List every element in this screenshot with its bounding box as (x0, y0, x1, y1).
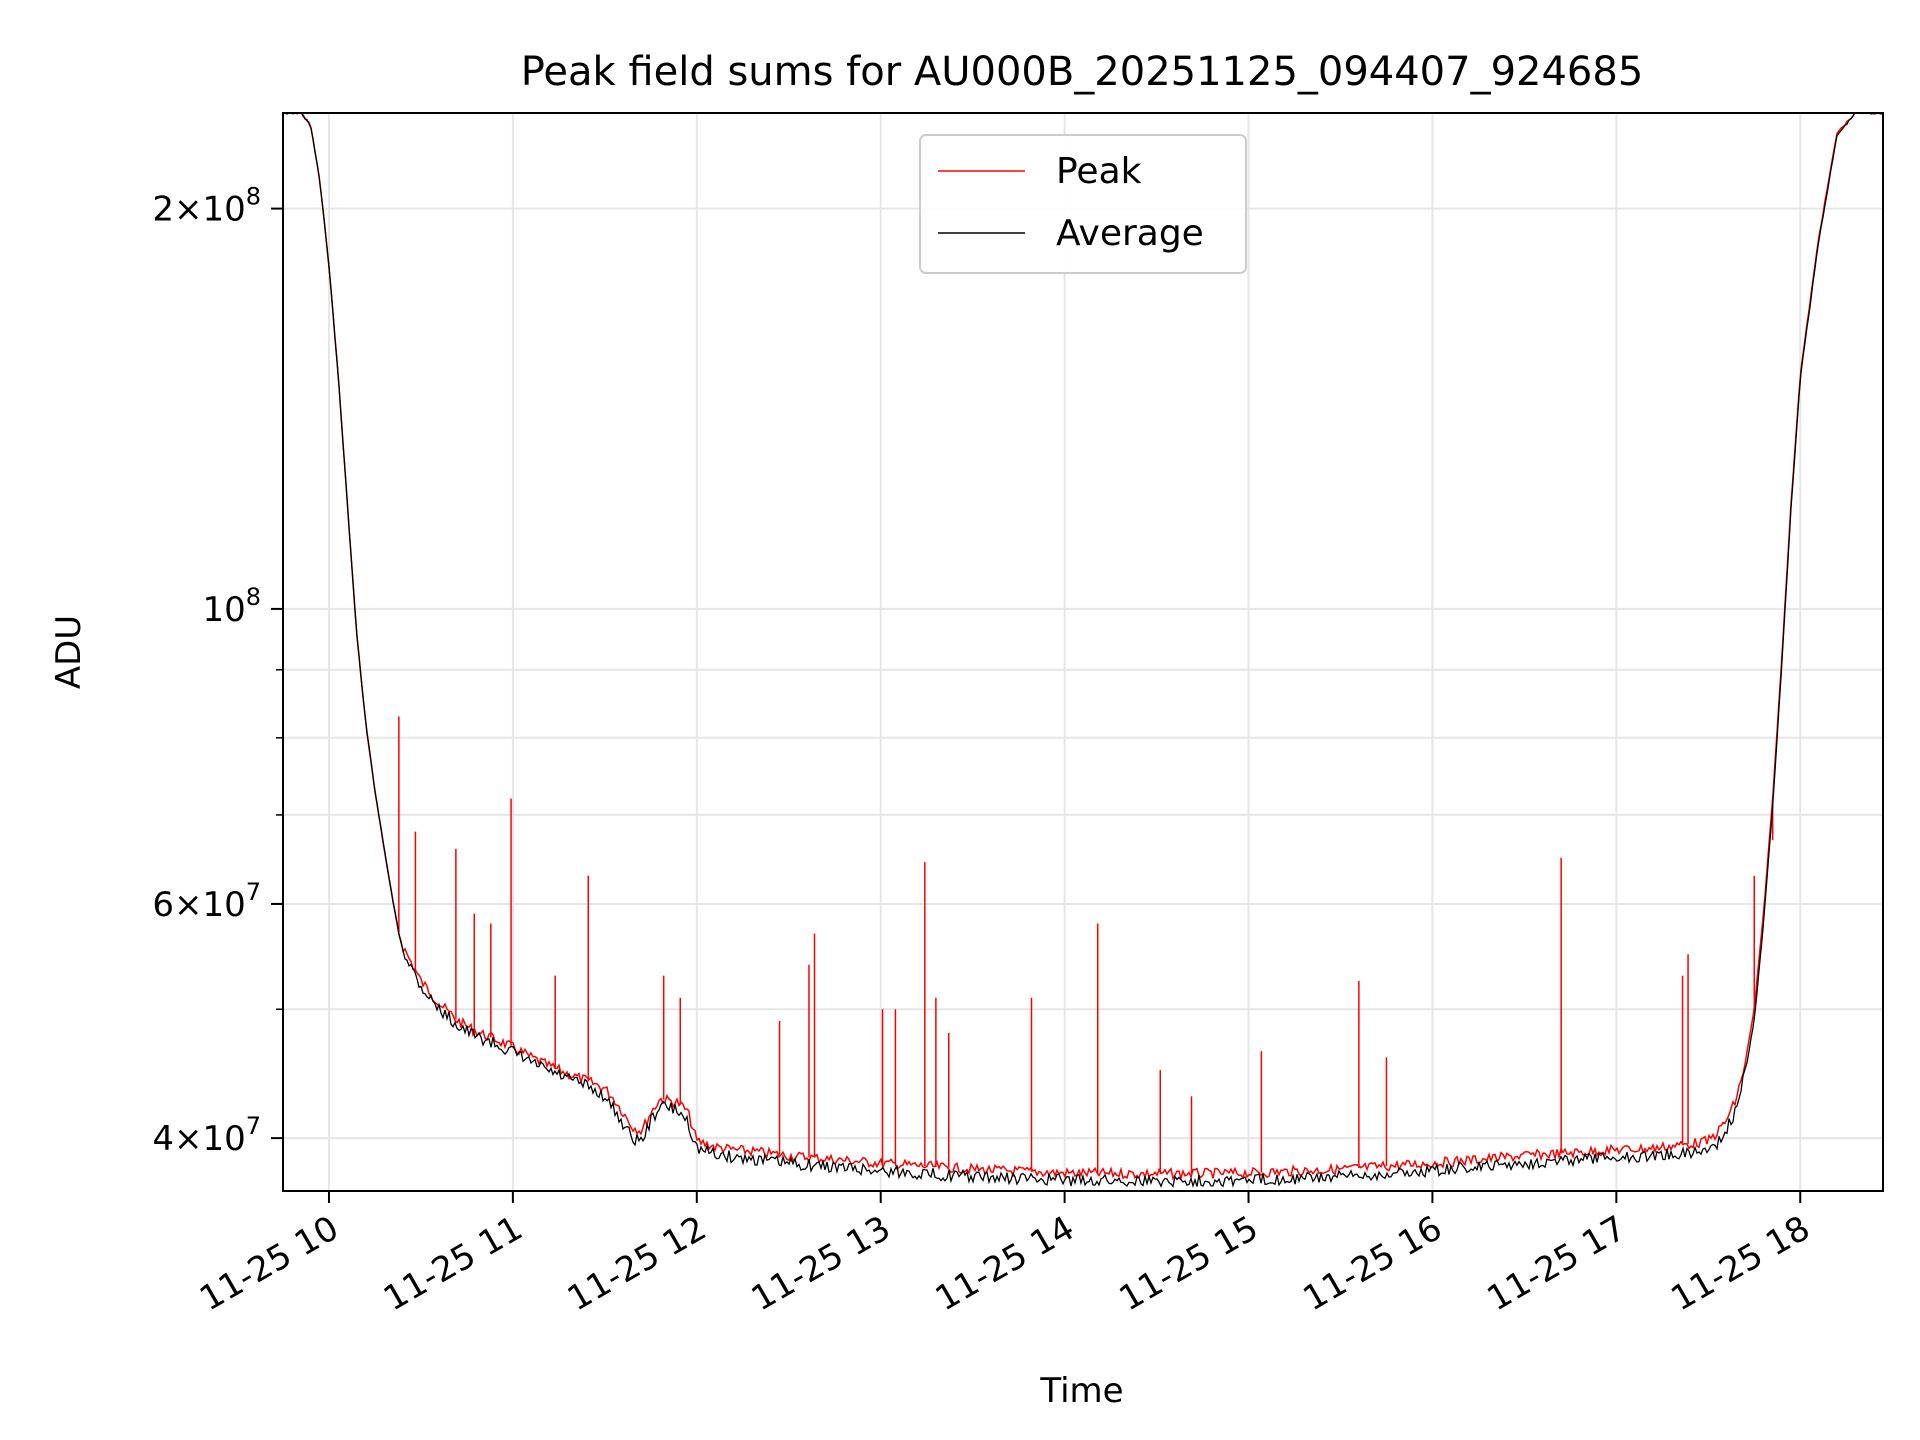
y-tick-label-3: 2×108 (152, 183, 261, 230)
legend-average-label: Average (1056, 213, 1204, 254)
y-tick-label-0: 4×107 (152, 1112, 261, 1159)
legend-box (919, 134, 1247, 274)
y-tick-label-2: 108 (202, 583, 261, 630)
legend: Peak Average (919, 134, 1247, 274)
chart-title: Peak field sums for AU000B_20251125_0944… (521, 49, 1644, 95)
y-tick-label-1: 6×107 (152, 878, 261, 925)
y-axis-label: ADU (49, 615, 89, 689)
plot-frame (282, 112, 1884, 1192)
series-area (283, 113, 1883, 1189)
legend-peak-label: Peak (1056, 151, 1142, 192)
grid (283, 113, 1883, 1191)
x-axis-label: Time (1039, 1371, 1123, 1411)
series-peak-line (283, 113, 1883, 1181)
series-average-line (283, 113, 1883, 1189)
